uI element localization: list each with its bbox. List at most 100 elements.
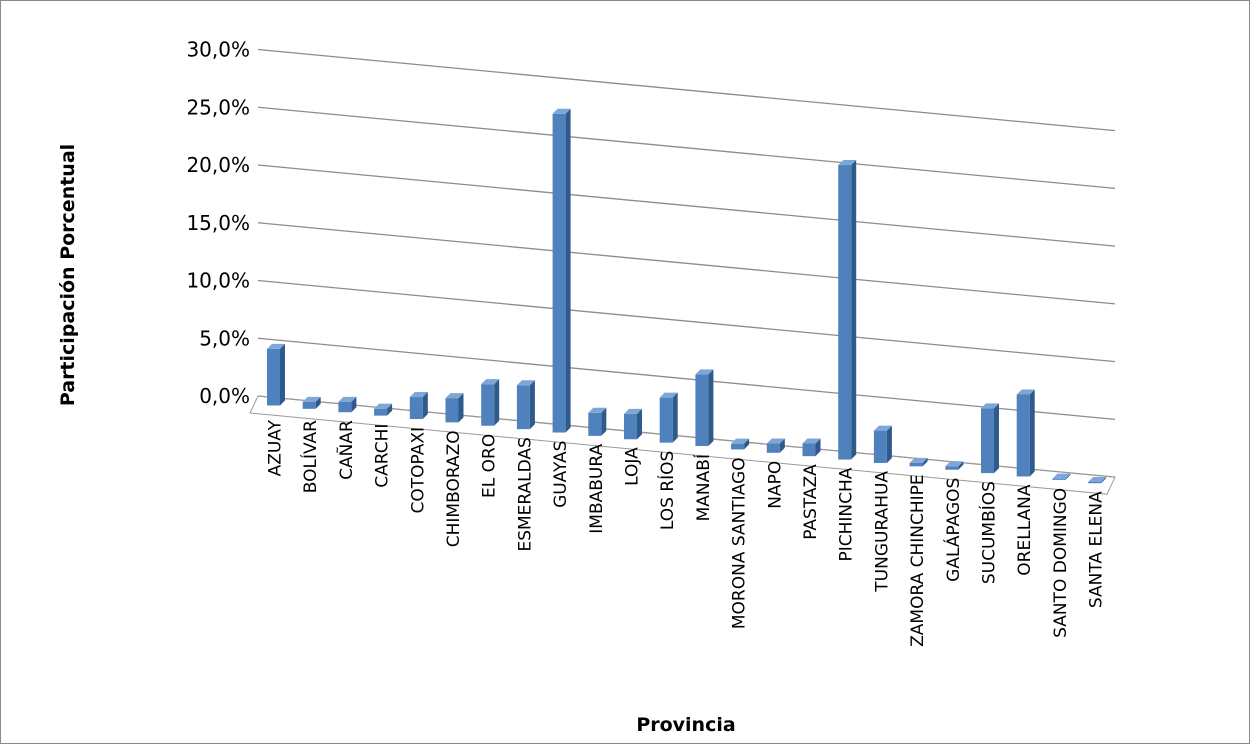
bar — [838, 160, 857, 460]
x-tick-label: IMBABURA — [587, 444, 607, 534]
bar-side — [779, 438, 785, 453]
bar-front — [588, 412, 602, 436]
bar — [766, 438, 785, 453]
bar — [588, 407, 607, 436]
bar-top — [481, 379, 500, 385]
bar — [624, 408, 642, 440]
y-tick-label: 15,0% — [186, 211, 250, 235]
bar-front — [338, 401, 352, 413]
bar-side — [315, 396, 321, 409]
bar — [659, 392, 678, 443]
bar-front — [981, 408, 994, 474]
bar — [267, 343, 285, 406]
bar-top — [588, 407, 607, 413]
bar — [338, 396, 357, 413]
bar-front — [1088, 482, 1102, 484]
bar-side — [994, 403, 999, 474]
bar-front — [624, 413, 637, 440]
bar-side — [886, 425, 892, 463]
bar-front — [552, 113, 566, 433]
bar-side — [637, 408, 642, 440]
bar-top — [624, 408, 642, 414]
x-axis-title: Provincia — [636, 714, 735, 736]
bar-front — [445, 398, 459, 423]
bar — [445, 393, 464, 423]
x-tick-label: ORELLANA — [1015, 484, 1035, 576]
bar-side — [422, 392, 428, 419]
bar-front — [945, 466, 959, 470]
x-tick-label: SUCUMBÍOS — [978, 481, 1000, 584]
bar-front — [374, 408, 388, 416]
x-tick-label: SANTA ELENA — [1087, 491, 1107, 608]
bar-front — [838, 165, 852, 460]
y-tick-label: 5,0% — [199, 326, 250, 350]
bar — [802, 438, 821, 457]
y-tick-labels: 0,0% 5,0% 10,0% 15,0% 20,0% 25,0% 30,0% — [186, 38, 250, 409]
gridline — [257, 222, 1116, 305]
bar — [374, 403, 393, 416]
bar-top — [945, 461, 964, 467]
bar-side — [815, 438, 821, 457]
bar-top — [1088, 477, 1107, 483]
x-tick-label: TUNGURAHUA — [872, 471, 892, 593]
y-tick-label: 25,0% — [186, 95, 250, 119]
y-tick-label: 0,0% — [199, 384, 250, 408]
bar-top — [1016, 389, 1035, 395]
bar-side — [958, 461, 964, 470]
bar-side — [1101, 477, 1107, 484]
bar — [731, 438, 750, 450]
bar — [1088, 477, 1107, 484]
bar-top — [981, 403, 999, 409]
bar — [695, 369, 714, 447]
x-tick-label: ZAMORA CHINCHIPE — [908, 474, 928, 647]
bar-side — [351, 396, 357, 413]
bar-top — [409, 392, 428, 398]
bar — [552, 108, 571, 433]
bar-side — [744, 438, 750, 450]
bar — [481, 379, 500, 426]
bar-side — [529, 380, 535, 430]
bar-front — [409, 397, 423, 419]
x-tick-label: MANABÍ — [692, 454, 714, 521]
bar-top — [516, 380, 535, 386]
bar-top — [1052, 473, 1071, 479]
chart-floor — [249, 395, 1116, 495]
bar — [873, 425, 892, 463]
bar — [302, 396, 321, 409]
bar-side — [851, 160, 857, 460]
x-tick-label: BOLÍVAR — [299, 420, 321, 493]
gridline — [257, 337, 1116, 421]
bar-side — [1029, 389, 1035, 477]
bar-front — [302, 401, 316, 409]
x-tick-label: MORONA SANTIAGO — [730, 457, 750, 629]
bar-side — [565, 108, 571, 433]
bar-front — [873, 430, 887, 463]
bar-side — [672, 392, 678, 443]
bar-side — [494, 379, 500, 426]
x-tick-label: PICHINCHA — [837, 467, 857, 561]
bar-front — [695, 374, 709, 447]
bar-front — [731, 443, 745, 450]
bar-front — [659, 397, 673, 443]
bar-top — [374, 403, 393, 409]
bar-side — [387, 403, 393, 416]
bar-side — [601, 407, 607, 436]
bar — [909, 457, 928, 467]
bar-top — [338, 396, 357, 402]
x-tick-label: LOJA — [623, 447, 643, 486]
bar-side — [458, 393, 464, 423]
x-tick-label: CARCHI — [373, 424, 393, 488]
x-tick-label: GUAYAS — [551, 441, 571, 508]
bar-front — [481, 384, 495, 426]
bar-front — [1016, 394, 1030, 477]
y-axis-title: Participación Porcentual — [57, 144, 79, 406]
bar-front — [516, 385, 530, 430]
bar-front — [909, 462, 923, 467]
y-tick-label: 10,0% — [186, 269, 250, 293]
bar — [1016, 389, 1035, 477]
bar-top — [302, 396, 321, 402]
x-tick-label: PASTAZA — [801, 464, 821, 540]
bar-top — [552, 108, 571, 114]
bar-top — [802, 438, 821, 444]
floor-outline — [249, 395, 1116, 495]
